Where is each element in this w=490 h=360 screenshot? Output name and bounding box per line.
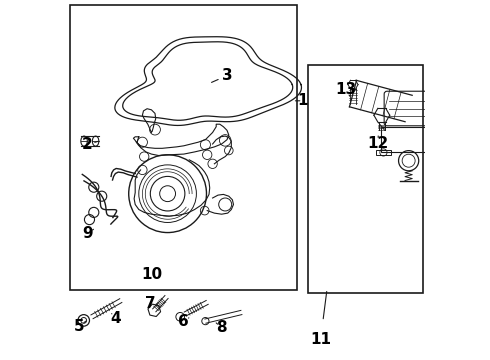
Bar: [381, 126, 437, 152]
Text: 4: 4: [110, 311, 121, 326]
Text: 2: 2: [82, 137, 93, 152]
Text: 6: 6: [178, 314, 189, 329]
Text: 8: 8: [216, 320, 227, 335]
Text: 1: 1: [297, 93, 308, 108]
Text: 11: 11: [310, 332, 331, 347]
Bar: [308, 65, 423, 293]
Bar: [376, 150, 391, 154]
Text: 9: 9: [82, 226, 93, 242]
Bar: [71, 5, 297, 290]
Text: 3: 3: [221, 68, 232, 83]
Text: 13: 13: [335, 82, 356, 97]
Text: 7: 7: [146, 296, 156, 311]
Bar: [427, 150, 441, 154]
Text: 10: 10: [141, 267, 162, 282]
Text: 5: 5: [74, 319, 85, 334]
Text: 12: 12: [368, 136, 389, 152]
